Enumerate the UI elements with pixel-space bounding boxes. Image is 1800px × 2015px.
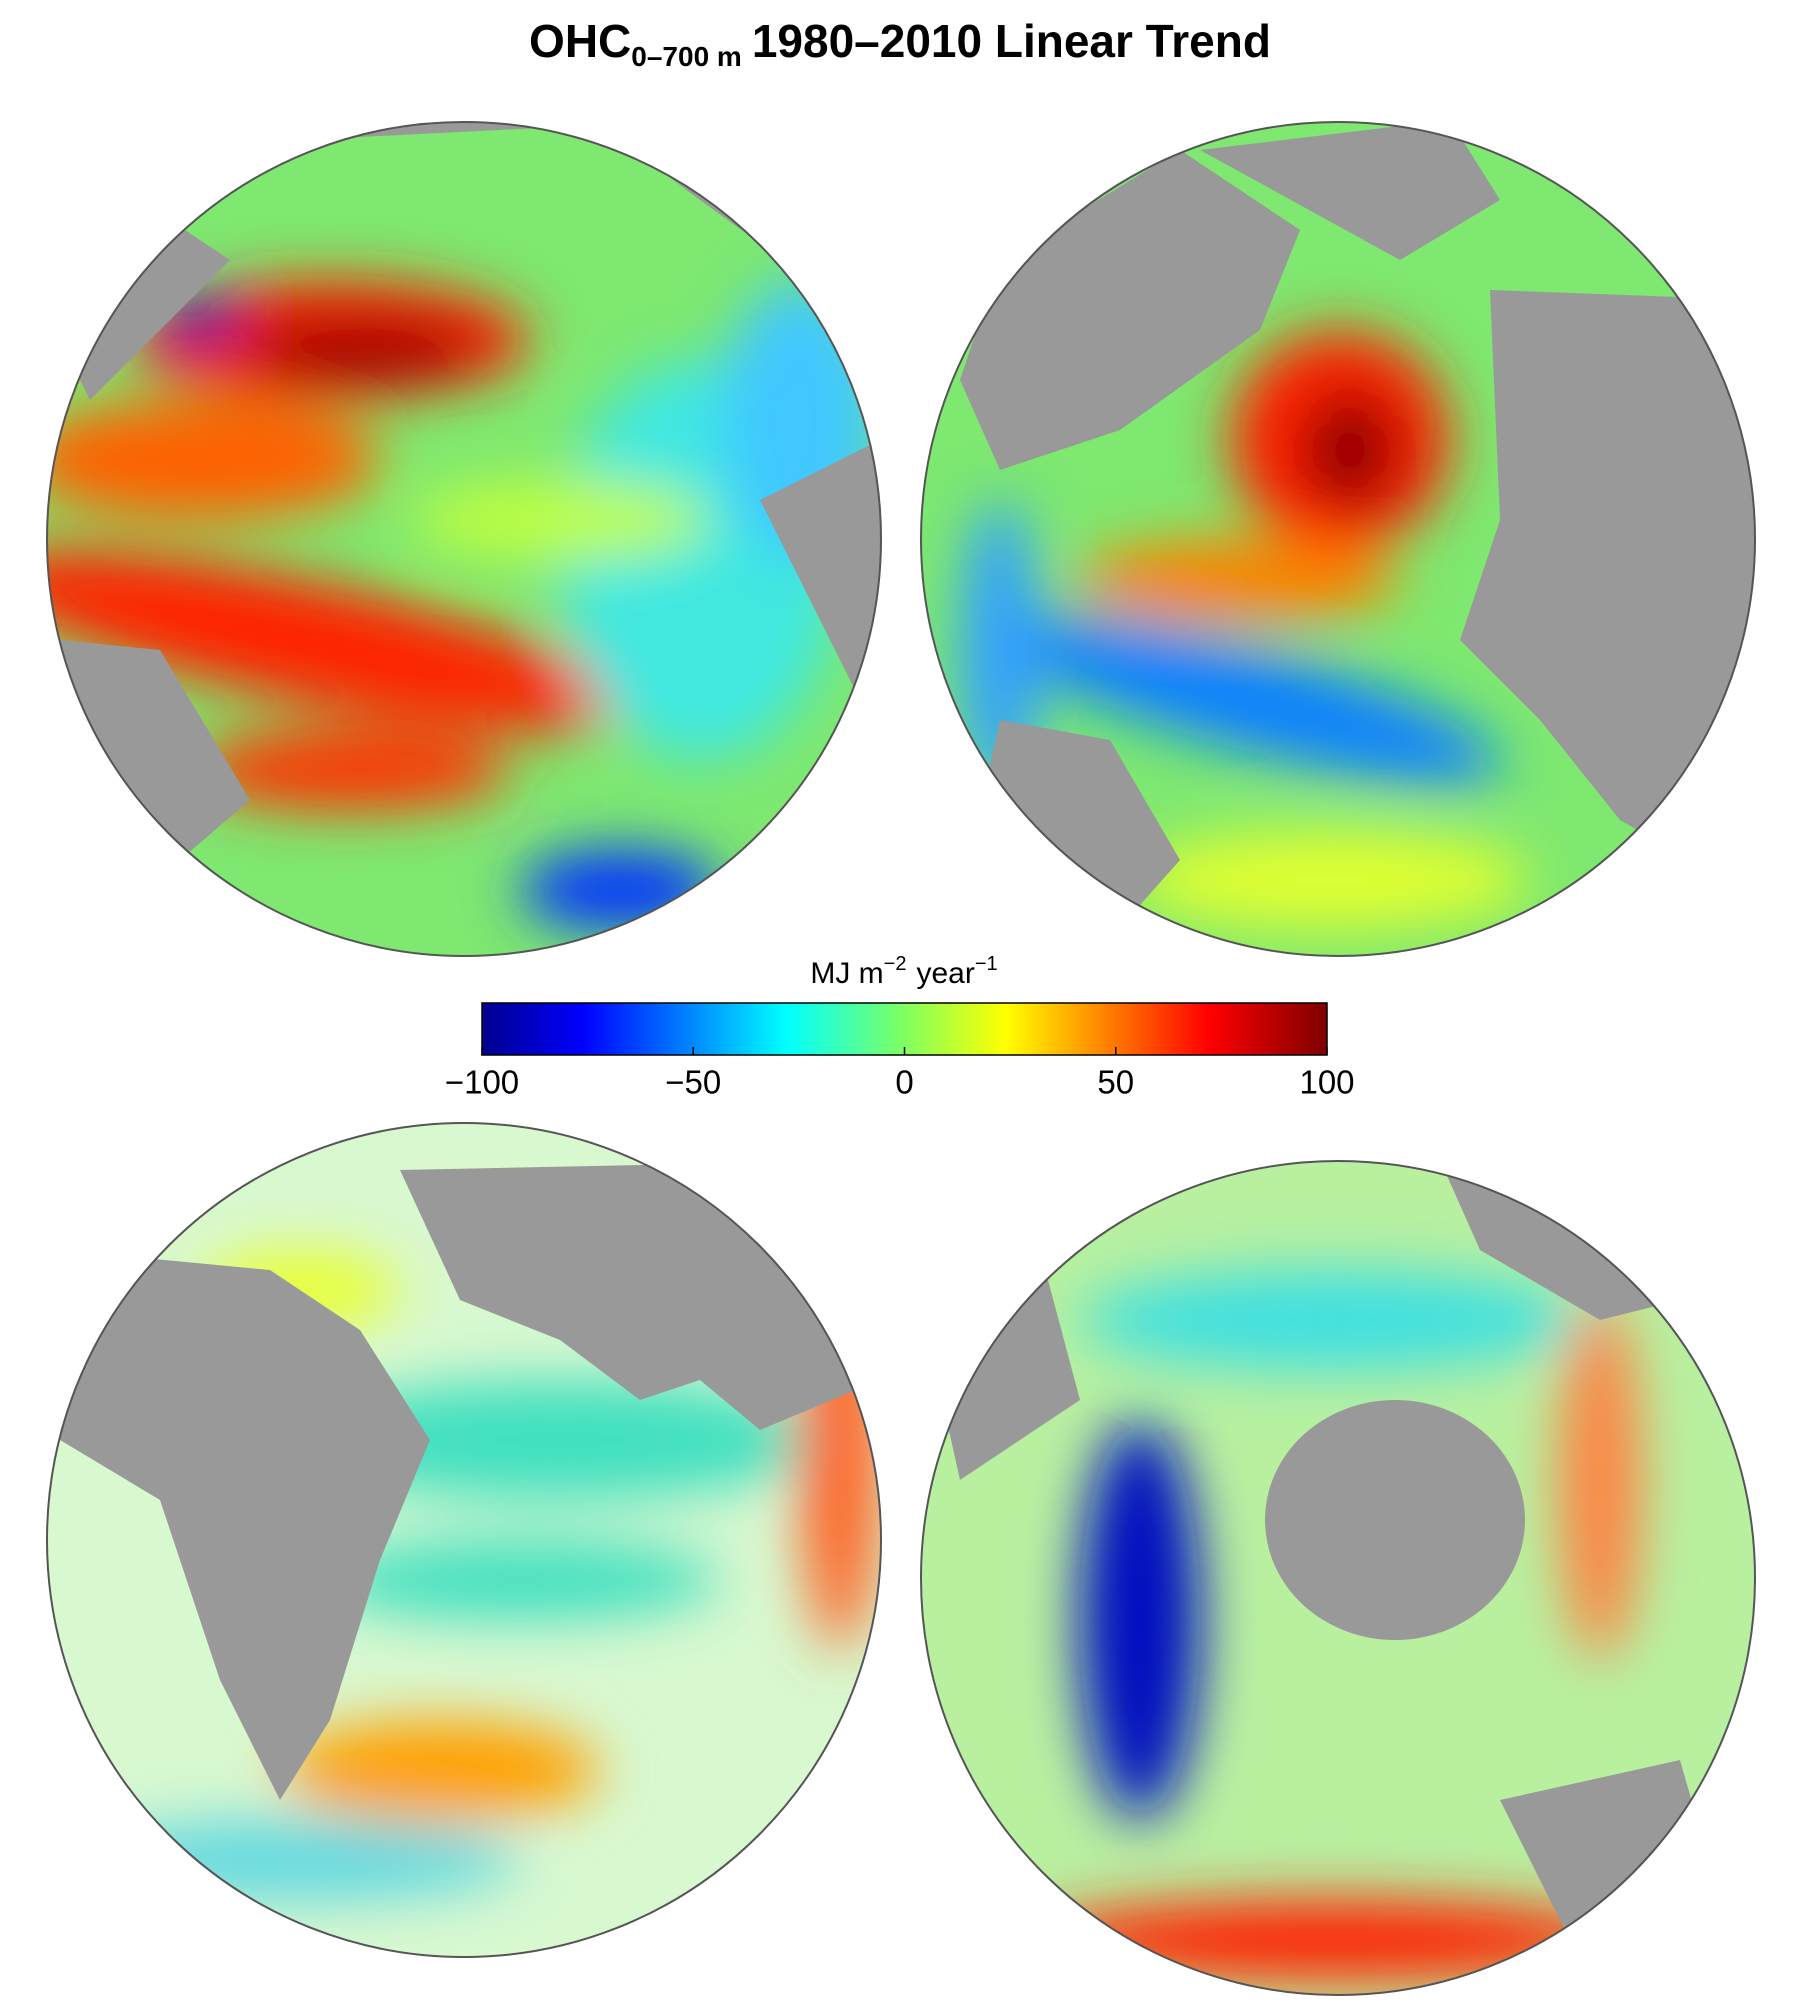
units-text: MJ m (810, 957, 883, 990)
colorbar-ticks: −100 −50 0 50 100 (445, 1047, 1355, 1101)
globe-pacific (47, 122, 881, 956)
globe-outline (920, 121, 1756, 957)
globe-atlantic (921, 122, 1755, 956)
globe-outline (46, 121, 882, 957)
globe-outline (920, 1160, 1756, 1996)
title-rest: 1980–2010 Linear Trend (752, 15, 1271, 67)
colorbar-tick-label: −100 (445, 1064, 519, 1101)
globe-indian (47, 1123, 881, 1957)
colorbar (481, 1002, 1328, 1056)
colorbar-tick-label: 100 (1299, 1064, 1354, 1101)
title-subscript: 0–700 m (631, 41, 742, 72)
globe-southern (921, 1161, 1755, 1995)
units-sup: −2 (884, 953, 907, 975)
colorbar-units: MJ m−2 year−1 (810, 953, 997, 990)
units-text: year (916, 957, 974, 990)
title-main: OHC (529, 15, 631, 67)
units-sup: −1 (975, 953, 998, 975)
globe-outline (46, 1122, 882, 1958)
colorbar-tick-label: 0 (895, 1064, 913, 1101)
title: OHC0–700 m 1980–2010 Linear Trend (529, 15, 1271, 72)
colorbar-tick-label: −50 (665, 1064, 721, 1101)
colorbar-tick-label: 50 (1097, 1064, 1134, 1101)
